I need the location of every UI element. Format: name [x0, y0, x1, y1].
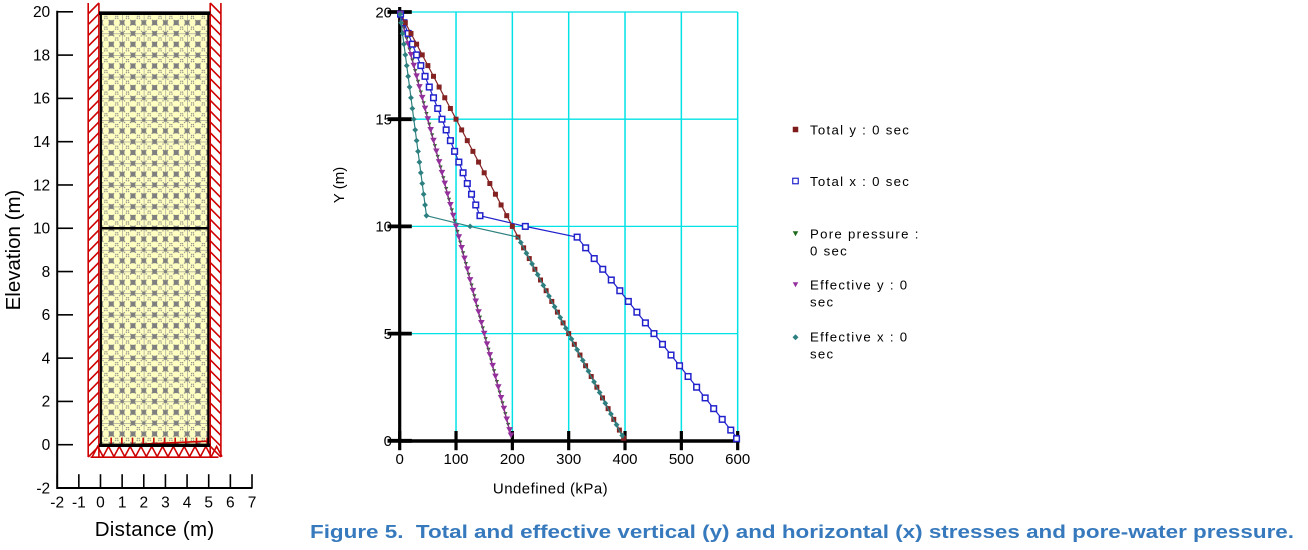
svg-text:-1: -1	[72, 495, 86, 512]
svg-text:0 sec: 0 sec	[810, 244, 848, 259]
svg-text:2: 2	[42, 394, 51, 411]
svg-text:5: 5	[204, 495, 213, 512]
svg-text:12: 12	[33, 177, 50, 194]
svg-text:8: 8	[42, 264, 51, 281]
svg-text:Pore pressure :: Pore pressure :	[810, 227, 920, 242]
svg-text:sec: sec	[810, 295, 834, 310]
svg-text:16: 16	[33, 91, 50, 108]
svg-text:0: 0	[96, 495, 105, 512]
svg-text:1: 1	[118, 495, 127, 512]
svg-text:10: 10	[375, 219, 392, 236]
svg-text:Distance (m): Distance (m)	[95, 518, 215, 541]
svg-text:400: 400	[613, 451, 638, 468]
svg-text:Effective y : 0: Effective y : 0	[810, 278, 908, 293]
svg-text:15: 15	[375, 112, 392, 129]
svg-text:Undefined (kPa): Undefined (kPa)	[493, 481, 608, 498]
svg-text:Elevation (m): Elevation (m)	[2, 190, 25, 311]
svg-text:500: 500	[669, 451, 694, 468]
svg-text:0: 0	[384, 433, 392, 450]
svg-text:Total x : 0 sec: Total x : 0 sec	[810, 174, 910, 189]
svg-text:-2: -2	[36, 480, 50, 497]
svg-text:14: 14	[33, 134, 51, 151]
svg-text:4: 4	[42, 350, 51, 367]
svg-text:0: 0	[396, 451, 404, 468]
svg-text:300: 300	[556, 451, 581, 468]
svg-text:Figure 5. Total and effective: Figure 5. Total and effective vertical (…	[310, 522, 1294, 542]
svg-text:7: 7	[248, 495, 257, 512]
svg-text:18: 18	[33, 47, 50, 64]
svg-text:Total y : 0 sec: Total y : 0 sec	[810, 123, 910, 138]
svg-text:5: 5	[384, 326, 392, 343]
svg-text:Y (m): Y (m)	[331, 167, 348, 203]
svg-text:3: 3	[161, 495, 170, 512]
svg-text:4: 4	[183, 495, 192, 512]
svg-text:2: 2	[139, 495, 148, 512]
svg-text:6: 6	[42, 307, 51, 324]
svg-text:Effective x : 0: Effective x : 0	[810, 330, 908, 345]
svg-text:100: 100	[444, 451, 469, 468]
svg-text:200: 200	[500, 451, 525, 468]
svg-text:20: 20	[375, 4, 392, 21]
svg-text:0: 0	[42, 437, 51, 454]
svg-text:sec: sec	[810, 347, 834, 362]
svg-text:20: 20	[33, 4, 51, 21]
svg-text:10: 10	[33, 221, 51, 238]
svg-text:600: 600	[725, 451, 750, 468]
svg-text:-2: -2	[50, 495, 64, 512]
svg-text:6: 6	[226, 495, 235, 512]
